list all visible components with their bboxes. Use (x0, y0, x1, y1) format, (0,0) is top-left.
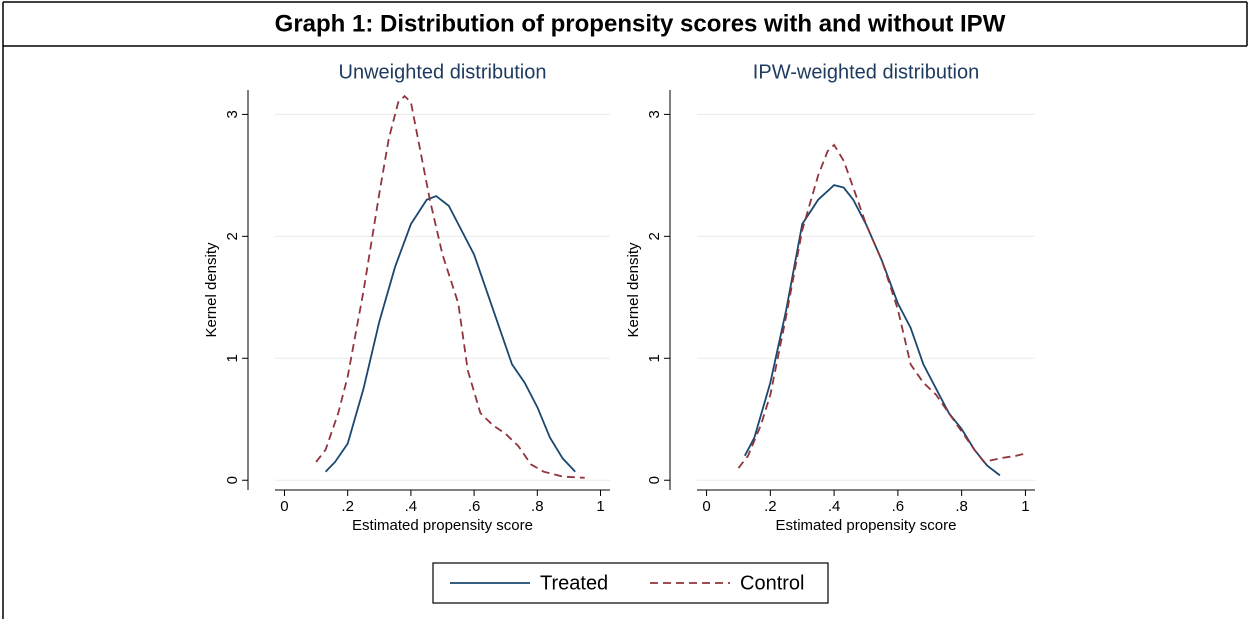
x-axis-label: Estimated propensity score (776, 517, 957, 534)
x-tick-label: .2 (341, 498, 354, 515)
series-line (737, 143, 1026, 469)
y-tick-label: 1 (224, 354, 241, 362)
y-tick-label: 0 (224, 476, 241, 484)
legend-label: Control (740, 572, 804, 594)
x-tick-label: 0 (702, 498, 710, 515)
x-tick-label: .8 (955, 498, 968, 515)
x-tick-label: 1 (1021, 498, 1029, 515)
chart-title: Unweighted distribution (339, 61, 547, 83)
y-tick-label: 2 (224, 232, 241, 240)
legend-label: Treated (540, 572, 608, 594)
y-tick-label: 3 (646, 110, 663, 118)
x-tick-label: 1 (596, 498, 604, 515)
series-line (315, 94, 585, 479)
series-line (324, 195, 576, 473)
y-tick-label: 1 (646, 354, 663, 362)
y-tick-label: 3 (224, 110, 241, 118)
x-tick-label: .4 (405, 498, 418, 515)
x-tick-label: .6 (468, 498, 481, 515)
y-tick-label: 2 (646, 232, 663, 240)
x-tick-label: .8 (531, 498, 544, 515)
page-title: Graph 1: Distribution of propensity scor… (275, 10, 1006, 37)
x-axis-label: Estimated propensity score (352, 517, 533, 534)
y-axis-label: Kernel density (625, 242, 642, 338)
chart-title: IPW-weighted distribution (753, 61, 979, 83)
x-tick-label: .2 (764, 498, 777, 515)
x-tick-label: .4 (828, 498, 841, 515)
x-tick-label: .6 (892, 498, 905, 515)
y-axis-label: Kernel density (203, 242, 220, 338)
y-tick-label: 0 (646, 476, 663, 484)
x-tick-label: 0 (280, 498, 288, 515)
